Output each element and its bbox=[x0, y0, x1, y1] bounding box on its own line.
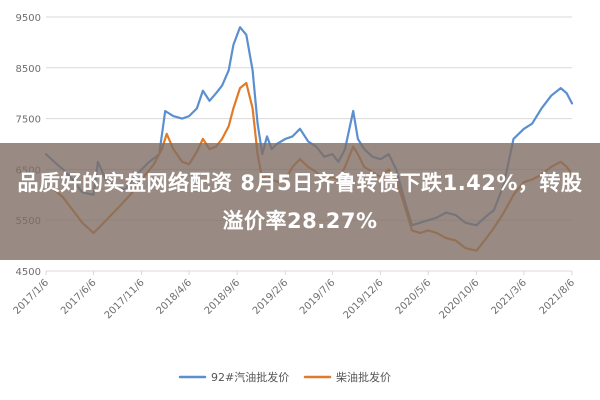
legend-label: 92#汽油批发价 bbox=[211, 370, 289, 384]
x-tick-label: 2017/1/6 bbox=[12, 277, 52, 317]
x-tick-label: 2017/6/6 bbox=[59, 277, 99, 317]
y-tick-label: 4500 bbox=[16, 267, 41, 278]
x-tick-label: 2018/4/6 bbox=[155, 277, 195, 317]
x-tick-label: 2019/2/6 bbox=[251, 277, 291, 317]
x-tick-label: 2021/3/6 bbox=[489, 277, 529, 317]
x-tick-label: 2018/9/6 bbox=[203, 277, 243, 317]
headline-banner: 品质好的实盘网络配资 8月5日齐鲁转债下跌1.42%，转股溢价率28.27% bbox=[0, 143, 600, 260]
legend-label: 柴油批发价 bbox=[336, 370, 391, 384]
x-tick-label: 2019/7/6 bbox=[298, 277, 338, 317]
y-tick-label: 8500 bbox=[16, 64, 41, 75]
x-tick-label: 2021/8/6 bbox=[538, 277, 578, 317]
x-tick-label: 2020/5/6 bbox=[394, 277, 434, 317]
x-tick-label: 2017/11/6 bbox=[103, 277, 147, 321]
y-tick-label: 7500 bbox=[16, 115, 41, 126]
x-tick-label: 2019/12/6 bbox=[342, 277, 386, 321]
x-tick-label: 2020/10/6 bbox=[438, 277, 482, 321]
y-tick-label: 9500 bbox=[16, 13, 41, 24]
headline-text: 品质好的实盘网络配资 8月5日齐鲁转债下跌1.42%，转股溢价率28.27% bbox=[17, 170, 583, 233]
